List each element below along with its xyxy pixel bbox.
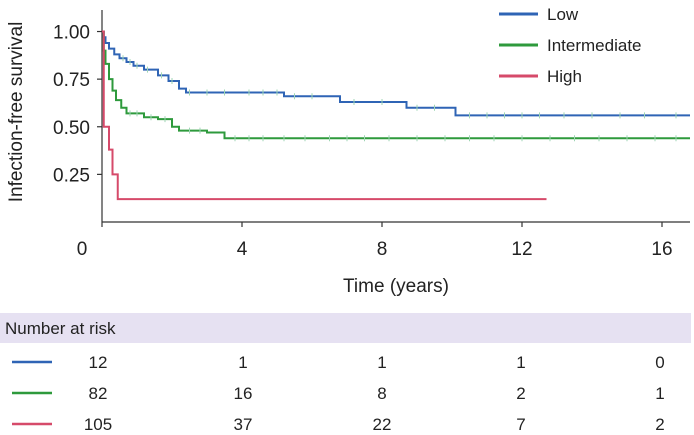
curve-intermediate	[102, 30, 690, 140]
risk-count: 37	[234, 415, 253, 434]
risk-table-header: Number at risk	[5, 319, 116, 338]
y-tick-label: 0.50	[53, 118, 90, 139]
risk-table-header-bar: Number at risk	[0, 313, 691, 343]
legend-label: Low	[547, 5, 579, 24]
risk-count: 12	[89, 353, 108, 372]
risk-count: 1	[516, 353, 525, 372]
risk-count: 82	[89, 384, 108, 403]
x-tick-label: 4	[237, 239, 248, 260]
y-axis-label: Infection-free survival	[6, 22, 27, 203]
y-tick-label: 1.00	[53, 23, 90, 44]
curve-high	[102, 30, 547, 201]
risk-count: 0	[655, 353, 664, 372]
curve-low	[102, 30, 690, 117]
legend: Low Intermediate High	[499, 5, 642, 86]
risk-count: 1	[655, 384, 664, 403]
risk-count: 105	[84, 415, 112, 434]
legend-label: Intermediate	[547, 36, 642, 55]
risk-count: 2	[655, 415, 664, 434]
risk-count: 2	[516, 384, 525, 403]
risk-count: 1	[238, 353, 247, 372]
x-tick-label: 16	[651, 239, 672, 260]
risk-count: 16	[234, 384, 253, 403]
x-axis-label: Time (years)	[343, 276, 449, 297]
x-tick-label: 0	[77, 239, 88, 260]
risk-count: 1	[377, 353, 386, 372]
y-tick-label: 0.75	[53, 70, 90, 91]
risk-count: 7	[516, 415, 525, 434]
survival-curves	[102, 30, 690, 201]
risk-count: 22	[373, 415, 392, 434]
x-tick-label: 8	[377, 239, 388, 260]
y-tick-label: 0.25	[53, 165, 90, 186]
axes: 0 4 8 12 16 0.25 0.50 0.75 1.00 Time (years) Infec…	[6, 10, 690, 297]
legend-label: High	[547, 67, 582, 86]
risk-count: 8	[377, 384, 386, 403]
x-tick-label: 12	[511, 239, 532, 260]
